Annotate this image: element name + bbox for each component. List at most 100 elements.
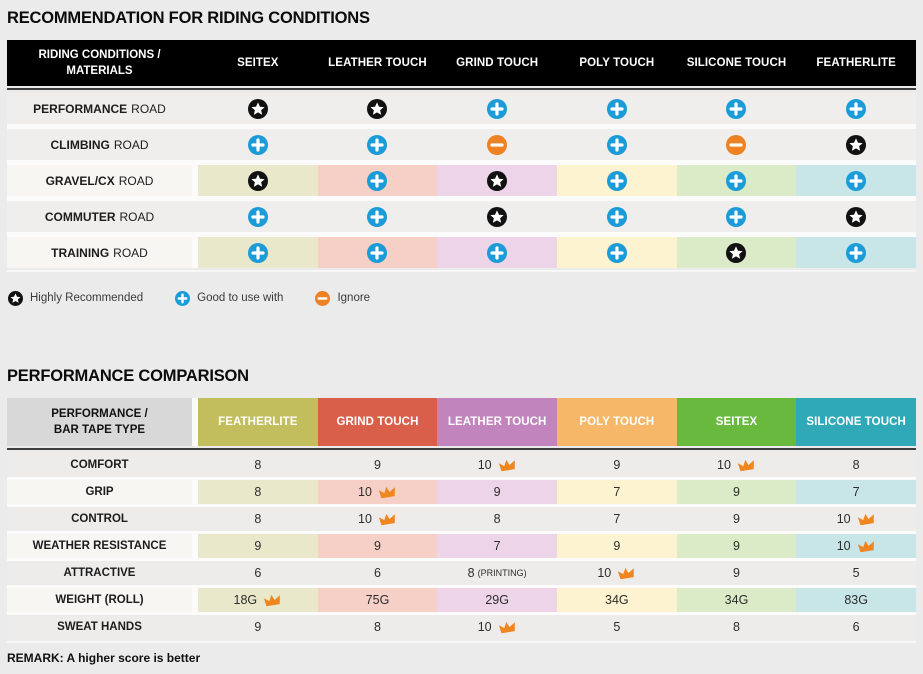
score-value: 7 (613, 512, 621, 526)
recommendation-cell (676, 201, 797, 232)
score-cell: 8 (PRINTING) (437, 561, 557, 585)
row-spacer (192, 129, 198, 160)
performance-row: WEIGHT (ROLL) 18G 75G 29G 34G 34G 83G (7, 588, 916, 612)
tape-column-header: SILICONE TOUCH (796, 398, 916, 446)
crown-icon (377, 511, 398, 527)
minus-icon (726, 134, 747, 155)
riding-row-label: PERFORMANCE ROAD (7, 93, 192, 124)
row-spacer (192, 507, 198, 531)
score-value: 34G (724, 593, 749, 607)
star-icon (247, 170, 268, 191)
score-cell: 34G (676, 588, 797, 612)
performance-row-label: COMFORT (7, 453, 192, 477)
material-column-header: SEITEX (237, 57, 279, 69)
recommendation-cell (317, 129, 438, 160)
score-cell: 9 (556, 453, 677, 477)
row-spacer (192, 615, 198, 639)
score-value: 9 (733, 512, 740, 526)
score-value: 9 (374, 539, 381, 553)
riding-row: PERFORMANCE ROAD (7, 93, 916, 124)
score-cell: 10 (676, 453, 797, 477)
score-value: 6 (254, 566, 262, 580)
score-cell: 8 (437, 507, 557, 531)
score-cell: 7 (437, 534, 557, 558)
recommendation-cell (796, 129, 916, 160)
recommendation-cell (437, 93, 557, 124)
material-column-header: SILICONE TOUCH (686, 57, 787, 69)
score-cell: 7 (796, 480, 916, 504)
riding-row-label: COMMUTER ROAD (7, 201, 192, 232)
performance-row: GRIP 8 10 9 7 9 7 (7, 480, 916, 504)
score-cell: 9 (676, 507, 797, 531)
score-cell: 9 (556, 534, 677, 558)
score-value: 9 (733, 485, 740, 499)
star-icon (367, 98, 388, 119)
recommendation-cell (556, 129, 677, 160)
plus-icon (846, 170, 867, 191)
score-value: 10 (358, 512, 372, 526)
crown-icon (262, 592, 283, 608)
plus-icon (247, 134, 268, 155)
tape-column-header: GRIND TOUCH (317, 398, 438, 446)
score-value: 5 (852, 566, 860, 580)
material-column-header: FEATHERLITE (816, 57, 896, 69)
score-value: 9 (374, 458, 381, 472)
score-value: 9 (254, 539, 262, 553)
minus-icon (315, 290, 331, 306)
legend-item: Highly Recommended (8, 290, 143, 306)
recommendation-cell (796, 201, 916, 232)
score-cell: 10 (796, 534, 916, 558)
recommendation-cell (437, 165, 557, 196)
performance-row-label: CONTROL (7, 507, 192, 531)
recommendation-cell (437, 201, 557, 232)
score-suffix: (PRINTING) (477, 568, 527, 578)
recommendation-cell (437, 129, 557, 160)
performance-row: COMFORT 8 9 10 9 10 8 (7, 453, 916, 477)
score-cell: 83G (796, 588, 916, 612)
score-cell: 10 (556, 561, 677, 585)
recommendation-cell (317, 201, 438, 232)
score-value: 9 (254, 620, 262, 634)
recommendation-cell (676, 165, 797, 196)
table-divider (7, 88, 916, 90)
performance-row: CONTROL 8 10 8 7 9 10 (7, 507, 916, 531)
score-value: 8 (467, 566, 475, 580)
score-cell: 6 (796, 615, 916, 639)
recommendation-cell (676, 129, 797, 160)
recommendation-cell (198, 201, 318, 232)
crown-icon (497, 619, 518, 635)
row-spacer (192, 93, 198, 124)
score-value: 9 (733, 566, 740, 580)
plus-icon (726, 98, 747, 119)
plus-icon (606, 206, 627, 227)
performance-table-header: PERFORMANCE / BAR TAPE TYPE FEATHERLITE G… (7, 398, 916, 446)
legend-label: Good to use with (197, 292, 284, 304)
plus-icon (247, 242, 268, 263)
score-cell: 8 (198, 480, 318, 504)
score-value: 7 (493, 539, 501, 553)
score-cell: 10 (437, 453, 557, 477)
score-cell: 8 (796, 453, 916, 477)
recommendation-cell (317, 93, 438, 124)
score-cell: 9 (437, 480, 557, 504)
score-cell: 8 (676, 615, 797, 639)
riding-row: GRAVEL/CX ROAD (7, 165, 916, 196)
tape-column-header: LEATHER TOUCH (437, 398, 557, 446)
plus-icon (846, 242, 867, 263)
performance-row-label: ATTRACTIVE (7, 561, 192, 585)
score-cell: 9 (676, 561, 797, 585)
recommendation-cell (796, 165, 916, 196)
plus-icon (606, 98, 627, 119)
performance-header-label: PERFORMANCE / BAR TAPE TYPE (7, 398, 192, 446)
score-value: 10 (597, 566, 612, 580)
recommendation-cell (796, 237, 916, 268)
score-value: 10 (717, 458, 731, 472)
riding-row: COMMUTER ROAD (7, 201, 916, 232)
riding-row-label: TRAINING ROAD (7, 237, 192, 268)
score-cell: 7 (556, 480, 677, 504)
table-bottom-divider (7, 270, 916, 272)
recommendation-cell (556, 201, 677, 232)
score-value: 8 (733, 620, 740, 634)
remark: REMARK: A higher score is better (7, 651, 201, 665)
